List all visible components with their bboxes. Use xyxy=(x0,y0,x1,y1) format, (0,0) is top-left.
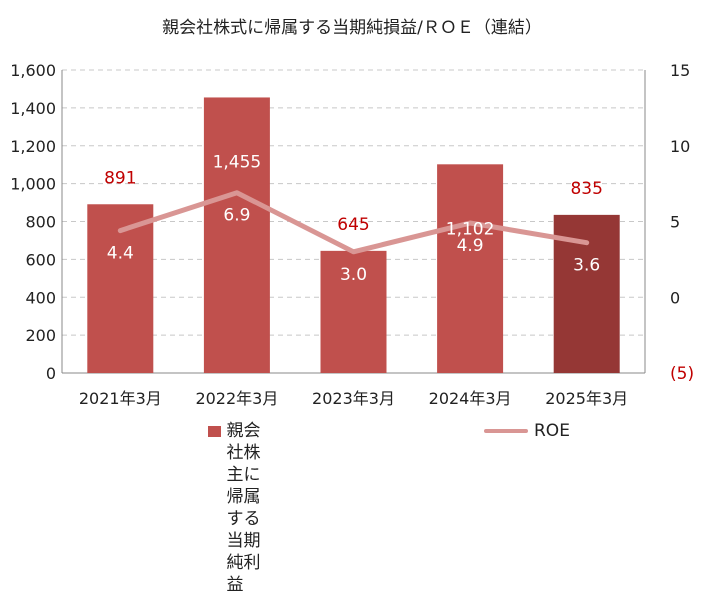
y-left-tick-label: 600 xyxy=(25,250,56,269)
x-tick-label: 2025年3月 xyxy=(545,389,628,408)
bar xyxy=(320,250,387,373)
roe-data-label: 3.6 xyxy=(573,256,600,276)
bar-data-label: 1,102 xyxy=(446,219,495,239)
legend-swatch-line xyxy=(484,429,528,433)
x-tick-label: 2023年3月 xyxy=(312,389,395,408)
y-right-tick-label: 10 xyxy=(670,137,690,156)
x-tick-label: 2022年3月 xyxy=(195,389,278,408)
y-right-tick-label: 5 xyxy=(670,213,680,232)
data-labels: 891 1,455 645 1,102 835 4.4 6.9 3.0 4.9 3.6 xyxy=(104,152,603,284)
chart: 親会社株式に帰属する当期純損益/ＲＯＥ（連結） 0 200 400 600 800 1,0… xyxy=(10,18,694,408)
y-left-tick-label: 400 xyxy=(25,288,56,307)
roe-data-label: 4.4 xyxy=(107,244,134,264)
legend-item-roe: ROE xyxy=(484,420,570,442)
roe-data-label: 3.0 xyxy=(340,265,367,285)
y-left-tick-label: 200 xyxy=(25,326,56,345)
bar xyxy=(437,164,504,373)
legend-label-roe: ROE xyxy=(534,421,570,441)
y-left-tick-label: 1,400 xyxy=(10,99,56,118)
bar-data-label: 891 xyxy=(104,168,136,188)
bar-data-label: 1,455 xyxy=(213,152,262,172)
bar xyxy=(203,97,270,373)
y-right-tick-label: 0 xyxy=(670,288,680,307)
roe-series-line xyxy=(117,190,590,255)
roe-data-label: 6.9 xyxy=(223,206,250,226)
roe-line xyxy=(117,190,590,255)
bar-data-label: 835 xyxy=(570,179,602,199)
roe-data-label: 4.9 xyxy=(457,236,484,256)
chart-title: 親会社株式に帰属する当期純損益/ＲＯＥ（連結） xyxy=(162,18,542,38)
y-left-tick-label: 800 xyxy=(25,213,56,232)
legend-item-net-income: 親会社株主に帰属する 当期純利益 xyxy=(208,420,275,596)
bar-data-label: 645 xyxy=(337,215,369,235)
x-tick-label: 2024年3月 xyxy=(429,389,512,408)
legend-swatch-bar xyxy=(208,426,221,437)
y-left-tick-label: 1,600 xyxy=(10,61,56,80)
y-left-tick-label: 1,000 xyxy=(10,175,56,194)
y-left-tick-label: 0 xyxy=(46,364,56,383)
y-left-tick-label: 1,200 xyxy=(10,137,56,156)
y-right-tick-label: (5) xyxy=(670,364,694,384)
legend-label-net-income: 親会社株主に帰属する 当期純利益 xyxy=(226,421,261,595)
bars xyxy=(87,97,620,373)
y-right-tick-label: 15 xyxy=(670,61,690,80)
x-tick-label: 2021年3月 xyxy=(79,389,162,408)
